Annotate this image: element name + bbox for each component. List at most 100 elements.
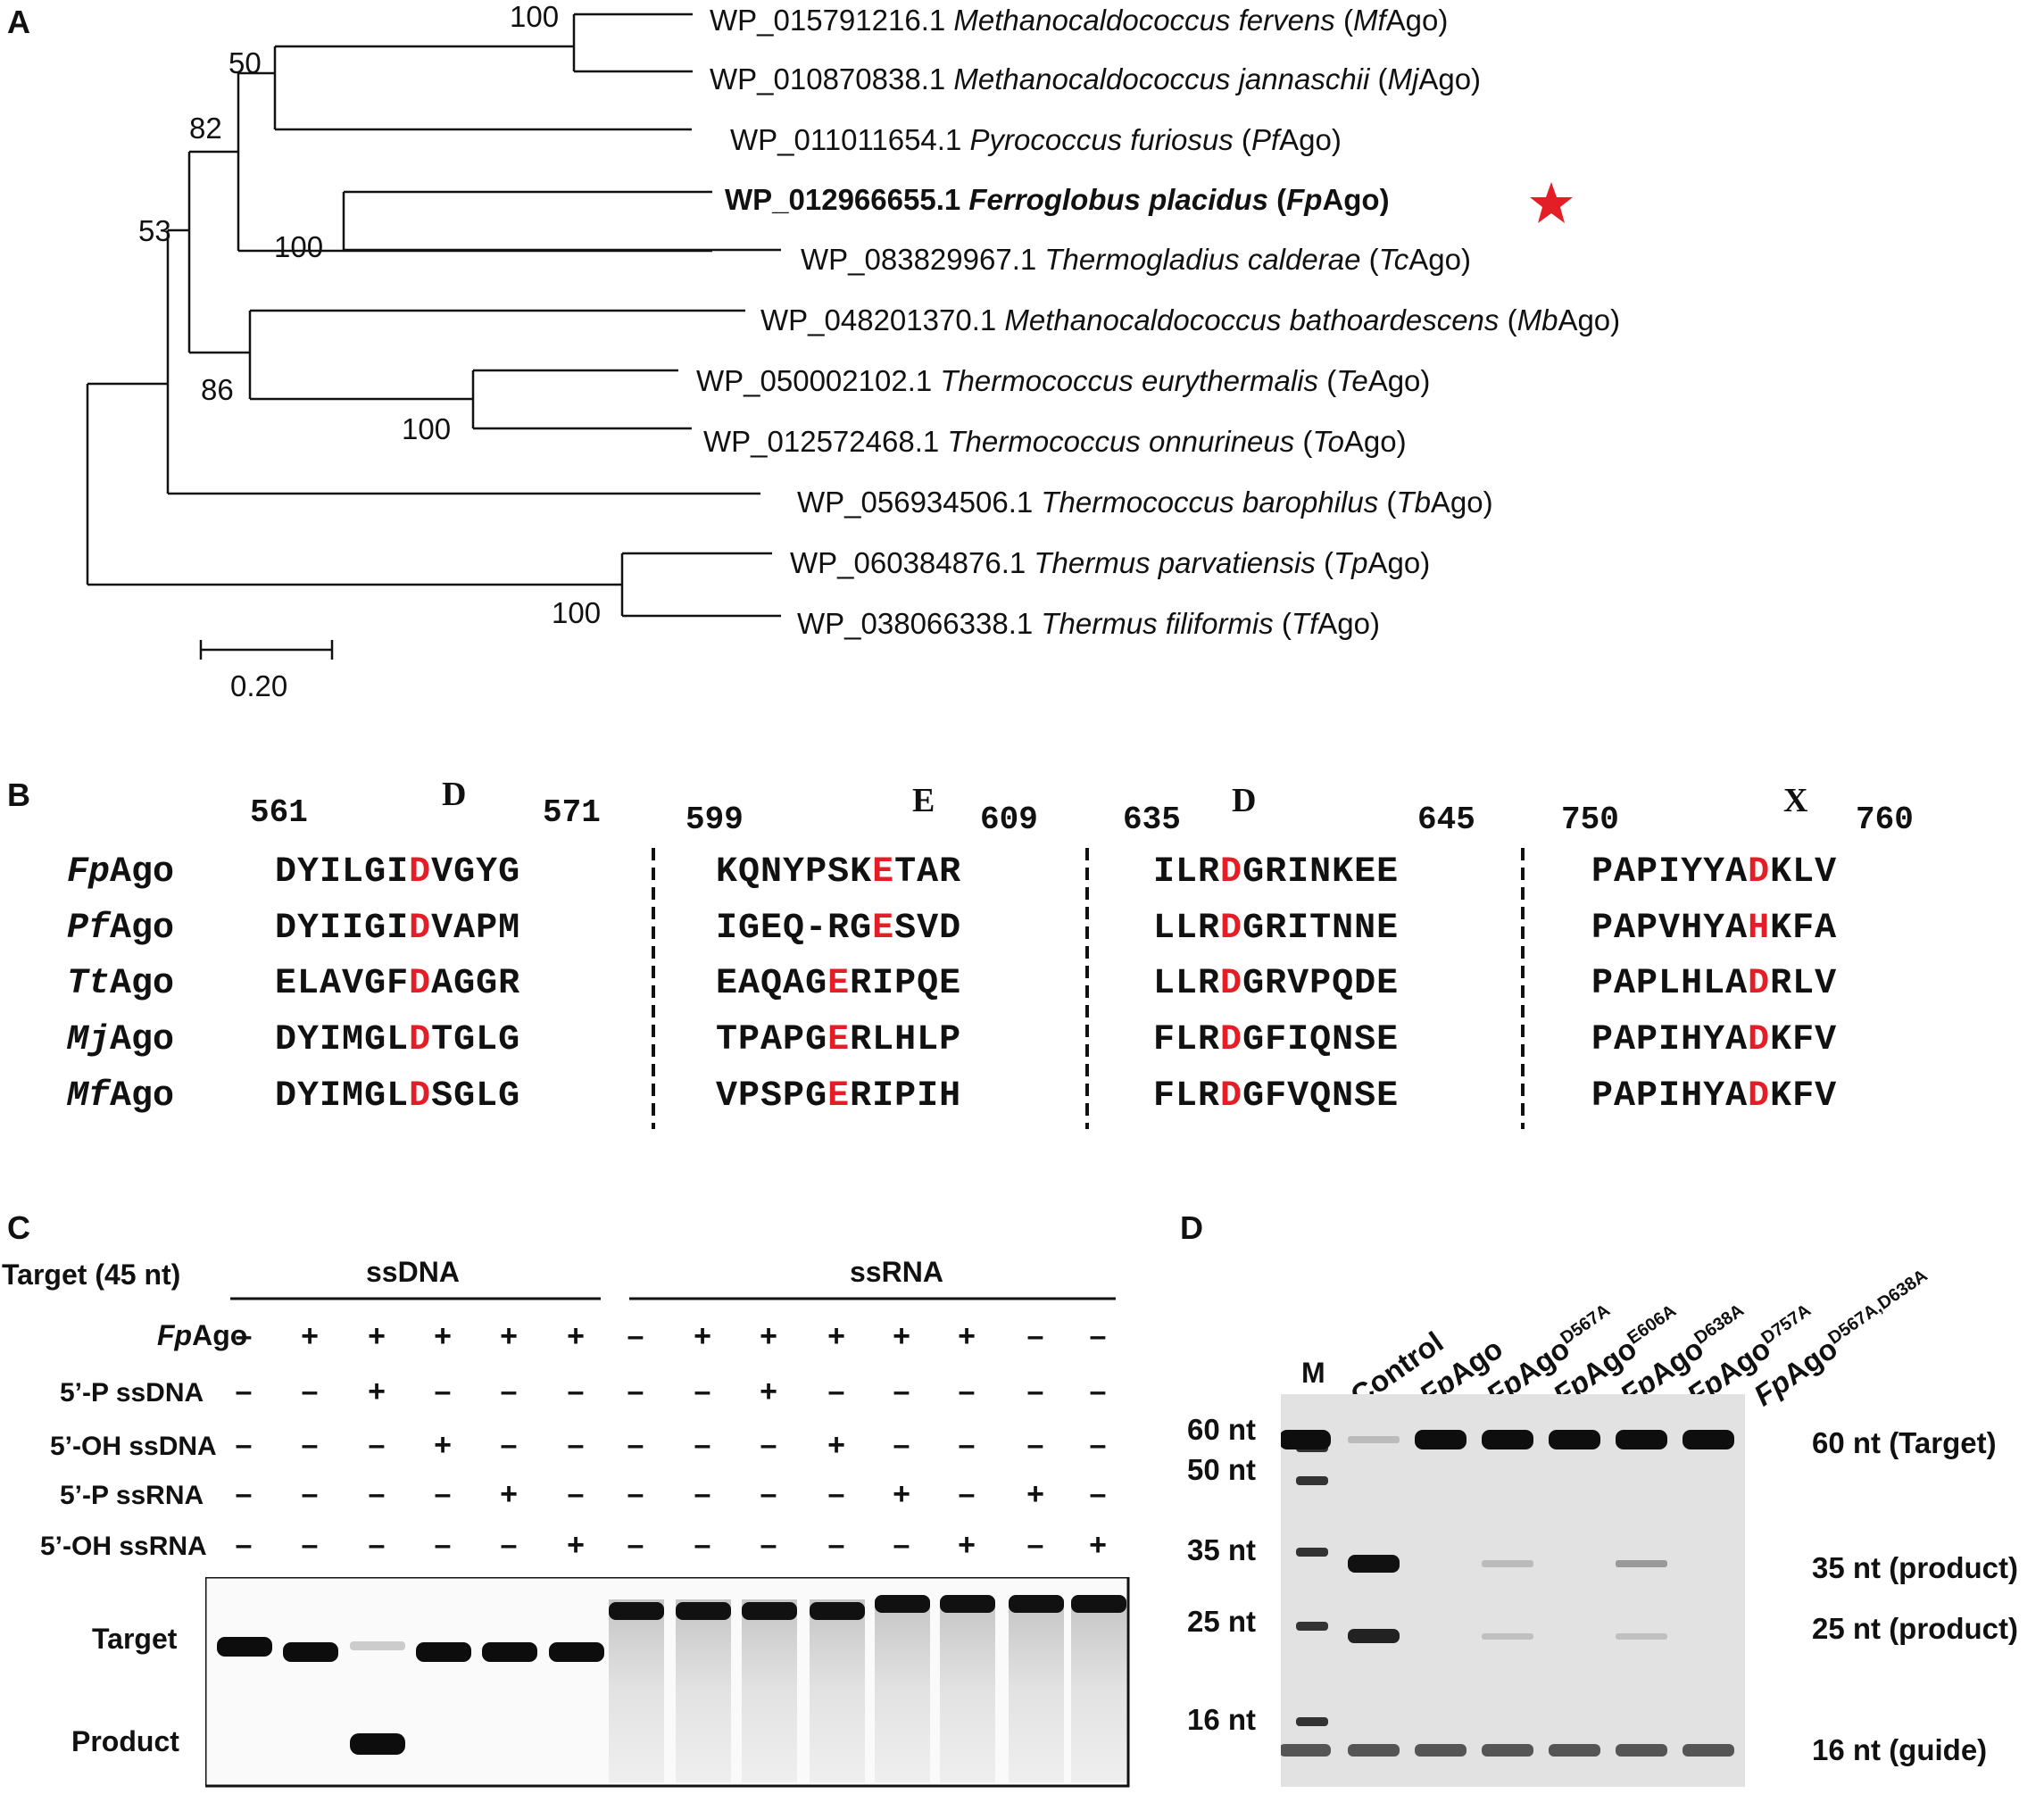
residue: Y <box>297 852 320 893</box>
residue: R <box>850 964 873 1004</box>
sequence: PAPIHYADKFV <box>1591 1076 1837 1117</box>
sequence: ILRDGRINKEE <box>1153 852 1399 893</box>
highlighted-residue: D <box>1748 1076 1771 1117</box>
condition-sign: – <box>235 1375 253 1408</box>
condition-sign: – <box>235 1477 253 1511</box>
condition-sign: – <box>958 1375 976 1408</box>
abbrev: Ago) <box>1418 62 1482 96</box>
sequence: LLRDGRITNNE <box>1153 909 1399 949</box>
residue: G <box>1242 1020 1266 1060</box>
product-band-25 <box>1348 1629 1400 1643</box>
residue: V <box>1658 909 1682 949</box>
residue: A <box>320 964 343 1004</box>
abbrev-italic: Mf <box>67 1076 111 1117</box>
residue: G <box>850 909 873 949</box>
highlighted-residue: D <box>1220 1020 1243 1060</box>
residue: Y <box>297 909 320 949</box>
residue: T <box>716 1020 739 1060</box>
residue: L <box>1176 852 1199 893</box>
species-name: Methanocaldococcus bathoardescens <box>1004 303 1500 336</box>
taxon-label: WP_012572468.1 Thermococcus onnurineus (… <box>703 425 1407 459</box>
highlighted-residue: E <box>872 909 895 949</box>
residue: P <box>1636 964 1659 1004</box>
condition-sign: – <box>301 1477 319 1511</box>
abbrev-italic: To <box>1312 425 1344 458</box>
residue: E <box>760 909 784 949</box>
residue: N <box>1332 909 1355 949</box>
residue: R <box>1198 1020 1221 1060</box>
abbrev-italic: Fp <box>67 852 111 893</box>
highlighted-residue: D <box>1748 852 1771 893</box>
residue: R <box>1198 964 1221 1004</box>
abbrev-italic: Tt <box>67 964 111 1004</box>
residue: G <box>1242 909 1266 949</box>
residue: A <box>1614 909 1637 949</box>
position-start: 750 <box>1561 801 1619 838</box>
residue: G <box>453 1020 477 1060</box>
position-end: 571 <box>543 794 601 831</box>
residue: H <box>1681 964 1704 1004</box>
condition-sign: – <box>627 1477 644 1511</box>
condition-sign: – <box>1026 1528 1044 1562</box>
panel-letter-a: A <box>7 4 30 40</box>
abbrev: Ago) <box>1430 486 1493 519</box>
abbrev-suffix: Ago <box>110 852 175 893</box>
abbrev-italic: Fp <box>157 1319 193 1351</box>
residue: V <box>1815 964 1838 1004</box>
condition-sign: – <box>301 1528 319 1562</box>
residue: Y <box>1703 1020 1726 1060</box>
residue: V <box>1287 964 1310 1004</box>
residue: G <box>453 852 477 893</box>
condition-sign: + <box>500 1319 518 1353</box>
residue: Y <box>1703 852 1726 893</box>
weak-product-band <box>1616 1560 1667 1567</box>
residue: R <box>1770 964 1793 1004</box>
sequence: PAPIHYADKFV <box>1591 1020 1837 1060</box>
abbrev: Ago) <box>1343 425 1407 458</box>
condition-label: FpAgo <box>157 1319 247 1352</box>
condition-sign: – <box>694 1477 711 1511</box>
abbrev-italic: Tp <box>1334 546 1368 579</box>
residue: P <box>738 1076 761 1117</box>
residue: V <box>1815 1020 1838 1060</box>
panel-letter-b: B <box>7 777 30 813</box>
position-start: 635 <box>1123 801 1181 838</box>
residue: G <box>1242 1076 1266 1117</box>
accession: WP_010870838.1 <box>710 62 954 96</box>
rna-smear <box>742 1599 797 1782</box>
condition-sign: – <box>627 1428 644 1462</box>
residue: R <box>939 852 962 893</box>
residue: A <box>1725 964 1749 1004</box>
group-underlines <box>230 1297 1116 1300</box>
target-length-label: Target (45 nt) <box>2 1258 181 1291</box>
phylogenetic-tree <box>86 12 781 660</box>
target-band <box>416 1642 471 1662</box>
target-band <box>742 1602 797 1620</box>
residue: S <box>431 1076 454 1117</box>
species-abbrev: TtAgo <box>67 964 174 1004</box>
paren-open: ( <box>1315 546 1334 579</box>
residue: E <box>1376 852 1400 893</box>
condition-label: 5’-P ssDNA <box>60 1378 204 1408</box>
marker-band <box>1296 1717 1328 1726</box>
target-band <box>549 1642 604 1662</box>
residue: P <box>1591 909 1615 949</box>
alignment-separators <box>652 848 1525 1129</box>
residue: L <box>1792 964 1816 1004</box>
residue: A <box>1614 852 1637 893</box>
residue: R <box>1198 909 1221 949</box>
condition-sign: – <box>760 1428 777 1462</box>
condition-sign: – <box>893 1375 910 1408</box>
position-start: 561 <box>250 794 308 831</box>
residue: G <box>476 964 499 1004</box>
highlighted-residue: D <box>409 1076 432 1117</box>
residue: A <box>1614 1020 1637 1060</box>
condition-sign: + <box>958 1528 976 1562</box>
highlighted-residue: D <box>1220 1076 1243 1117</box>
residue: N <box>1332 1076 1355 1117</box>
residue: E <box>1354 852 1377 893</box>
target-band <box>676 1602 731 1620</box>
taxon-label: WP_015791216.1 Methanocaldococcus ferven… <box>710 4 1448 37</box>
residue: Y <box>476 852 499 893</box>
condition-sign: – <box>368 1477 386 1511</box>
